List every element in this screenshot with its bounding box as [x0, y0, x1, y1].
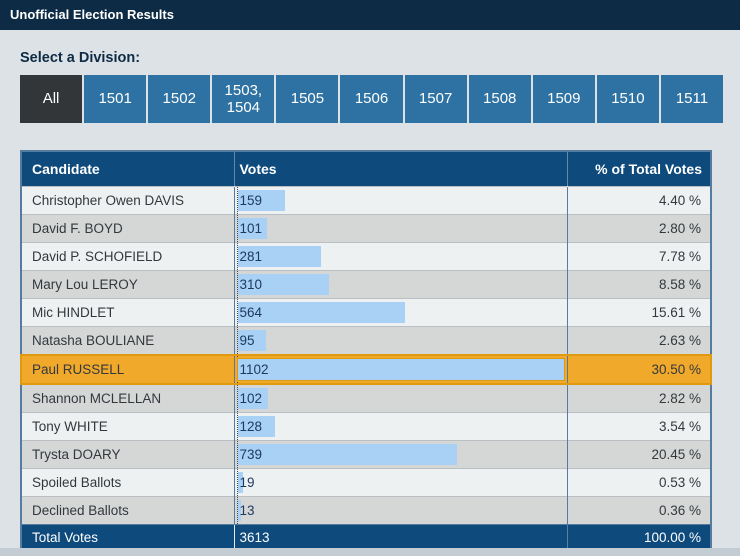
table-row[interactable]: Natasha BOULIANE 95 2.63 %: [21, 325, 711, 355]
vote-count: 13: [239, 502, 255, 518]
titlebar: Unofficial Election Results: [0, 0, 740, 30]
table-row[interactable]: Christopher Owen DAVIS 159 4.40 %: [21, 185, 711, 214]
vote-percentage: 0.53 %: [566, 467, 711, 496]
vote-count: 19: [239, 474, 255, 490]
vote-bar: [237, 273, 330, 295]
votes-cell: 95: [233, 325, 567, 355]
vote-count: 159: [239, 192, 263, 208]
content: Select a Division: All 1501 1502 1503, 1504…: [0, 30, 740, 553]
vote-percentage: 15.61 %: [566, 297, 711, 326]
table-row[interactable]: Trysta DOARY 739 20.45 %: [21, 439, 711, 468]
vote-bar: [237, 415, 276, 437]
table-header-row: Candidate Votes % of Total Votes: [21, 151, 711, 186]
table-row[interactable]: Mary Lou LEROY 310 8.58 %: [21, 269, 711, 298]
division-tab-1511[interactable]: 1511: [660, 75, 724, 123]
total-votes: 3613: [233, 523, 567, 552]
division-tab-1505[interactable]: 1505: [276, 75, 339, 123]
vote-percentage: 7.78 %: [566, 241, 711, 270]
vote-count: 564: [239, 304, 263, 320]
division-tab-1508[interactable]: 1508: [468, 75, 531, 123]
candidate-name: David F. BOYD: [21, 213, 234, 242]
column-header-votes: Votes: [233, 151, 567, 186]
vote-count: 128: [239, 418, 263, 434]
candidate-name: Mary Lou LEROY: [21, 269, 234, 298]
table-row[interactable]: Declined Ballots 13 0.36 %: [21, 495, 711, 524]
vote-count: 1102: [239, 361, 269, 377]
table-row[interactable]: David P. SCHOFIELD 281 7.78 %: [21, 241, 711, 270]
vote-percentage: 2.80 %: [566, 213, 711, 242]
candidate-name: Natasha BOULIANE: [21, 325, 234, 355]
vote-percentage: 2.82 %: [566, 383, 711, 412]
vote-bar: [237, 499, 242, 521]
results-table: Candidate Votes % of Total Votes Christo…: [20, 150, 712, 553]
vote-count: 95: [239, 332, 255, 348]
vote-percentage: 30.50 %: [566, 353, 712, 385]
vote-count: 281: [239, 248, 263, 264]
vote-percentage: 4.40 %: [566, 185, 711, 214]
candidate-name: Declined Ballots: [21, 495, 234, 524]
bottom-strip: [0, 548, 740, 556]
vote-percentage: 3.54 %: [566, 411, 711, 440]
results-table-body: Christopher Owen DAVIS 159 4.40 % David F. …: [20, 185, 712, 524]
vote-bar: [237, 217, 268, 239]
table-row[interactable]: Shannon MCLELLAN 102 2.82 %: [21, 383, 711, 412]
table-row[interactable]: Paul RUSSELL 1102 30.50 %: [20, 353, 712, 385]
vote-count: 310: [239, 276, 263, 292]
division-tab-1507[interactable]: 1507: [404, 75, 467, 123]
division-tab-1501[interactable]: 1501: [84, 75, 147, 123]
vote-percentage: 8.58 %: [566, 269, 711, 298]
total-label: Total Votes: [21, 523, 234, 552]
candidate-name: Mic HINDLET: [21, 297, 234, 326]
vote-bar: [237, 245, 321, 267]
total-percent: 100.00 %: [566, 523, 711, 552]
table-row[interactable]: Spoiled Ballots 19 0.53 %: [21, 467, 711, 496]
votes-cell: 159: [233, 185, 567, 214]
candidate-name: Tony WHITE: [21, 411, 234, 440]
vote-percentage: 0.36 %: [566, 495, 711, 524]
votes-cell: 13: [233, 495, 567, 524]
division-select-label: Select a Division:: [20, 50, 141, 66]
vote-bar: [237, 471, 244, 493]
vote-bar: [236, 357, 566, 381]
votes-cell: 1102: [233, 353, 567, 385]
votes-cell: 564: [233, 297, 567, 326]
votes-cell: 739: [233, 439, 567, 468]
table-row[interactable]: Tony WHITE 128 3.54 %: [21, 411, 711, 440]
division-tab-1509[interactable]: 1509: [532, 75, 595, 123]
column-header-candidate: Candidate: [21, 151, 234, 186]
division-tab-1502[interactable]: 1502: [148, 75, 211, 123]
candidate-name: Paul RUSSELL: [20, 353, 234, 385]
division-tab-1510[interactable]: 1510: [596, 75, 659, 123]
candidate-name: Christopher Owen DAVIS: [21, 185, 234, 214]
candidate-name: Shannon MCLELLAN: [21, 383, 234, 412]
vote-bar: [237, 189, 285, 211]
votes-cell: 101: [233, 213, 567, 242]
votes-cell: 281: [233, 241, 567, 270]
division-tab-all[interactable]: All: [20, 75, 83, 123]
table-row[interactable]: David F. BOYD 101 2.80 %: [21, 213, 711, 242]
votes-cell: 310: [233, 269, 567, 298]
votes-cell: 19: [233, 467, 567, 496]
division-tab-1506[interactable]: 1506: [340, 75, 403, 123]
total-row: Total Votes 3613 100.00 %: [21, 523, 711, 552]
table-row[interactable]: Mic HINDLET 564 15.61 %: [21, 297, 711, 326]
column-header-percent: % of Total Votes: [566, 151, 711, 186]
candidate-name: David P. SCHOFIELD: [21, 241, 234, 270]
vote-bar: [237, 387, 268, 409]
candidate-name: Trysta DOARY: [21, 439, 234, 468]
vote-count: 739: [239, 446, 263, 462]
vote-bar: [237, 443, 457, 465]
vote-bar: [237, 329, 266, 351]
page-title: Unofficial Election Results: [10, 7, 174, 22]
vote-count: 101: [239, 220, 263, 236]
votes-cell: 128: [233, 411, 567, 440]
vote-percentage: 2.63 %: [566, 325, 711, 355]
division-tab-1503-1504[interactable]: 1503, 1504: [212, 75, 275, 123]
vote-bar: [237, 301, 405, 323]
candidate-name: Spoiled Ballots: [21, 467, 234, 496]
vote-count: 102: [239, 390, 263, 406]
votes-cell: 102: [233, 383, 567, 412]
division-tabs: All 1501 1502 1503, 1504 1505 1506 1507 1508 150…: [20, 75, 724, 123]
vote-percentage: 20.45 %: [566, 439, 711, 468]
